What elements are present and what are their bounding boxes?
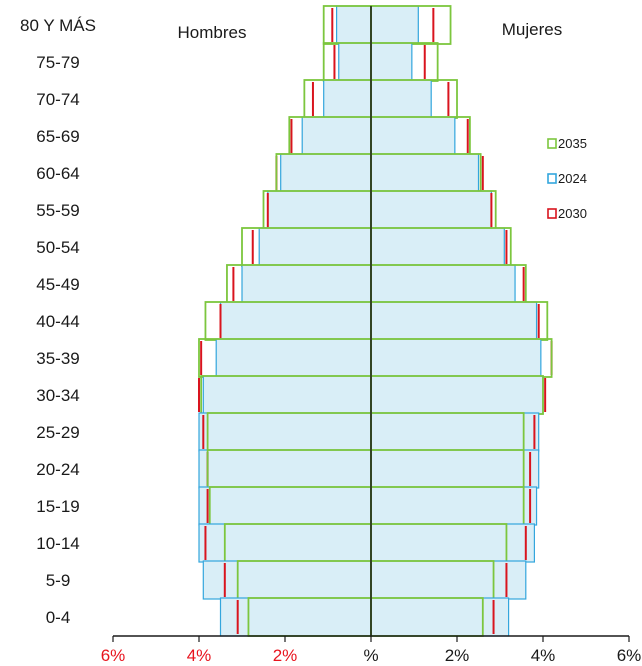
bar-2024-men	[241, 264, 372, 304]
right-side-label: Mujeres	[502, 20, 562, 39]
bar-2024-men	[202, 560, 372, 600]
bar-2024-men	[198, 412, 372, 452]
bar-2024-women	[370, 597, 510, 637]
category-label: 30-34	[36, 386, 79, 405]
bar-2024-men	[198, 449, 372, 489]
bar-2024-women	[370, 301, 538, 341]
legend-swatch	[547, 138, 557, 149]
x-tick-label: 2%	[445, 646, 470, 665]
bar-2024-men	[336, 5, 372, 45]
bar-2024-men	[323, 79, 372, 119]
bar-2024-men	[202, 375, 372, 415]
x-tick-label: 6%	[617, 646, 642, 665]
left-side-label: Hombres	[178, 23, 247, 42]
bar-2024-women	[370, 486, 538, 526]
category-label: 40-44	[36, 312, 79, 331]
category-label: 70-74	[36, 90, 79, 109]
category-label: 35-39	[36, 349, 79, 368]
bar-2024-women	[370, 5, 419, 45]
category-label: 25-29	[36, 423, 79, 442]
bar-2024-women	[370, 227, 505, 267]
legend-swatch	[547, 208, 557, 219]
legend-label: 2024	[558, 171, 587, 186]
bar-2024-men	[267, 190, 372, 230]
bar-2024-women	[370, 523, 535, 563]
bar-2024-men	[215, 338, 372, 378]
legend: 2035 2024 2030	[547, 136, 587, 221]
category-label: 60-64	[36, 164, 79, 183]
bar-2024-women	[370, 190, 493, 230]
bar-2024-men	[219, 597, 372, 637]
category-label: 50-54	[36, 238, 79, 257]
axis-layer: 6% 4% 2%% 2% 4% 6%	[101, 6, 642, 665]
bar-2024-women	[370, 560, 527, 600]
bar-2024-men	[338, 42, 372, 82]
bar-2024-men	[301, 116, 372, 156]
category-label: 20-24	[36, 460, 79, 479]
category-label: 15-19	[36, 497, 79, 516]
bar-2024-women	[370, 42, 413, 82]
bar-2024-women	[370, 264, 516, 304]
legend-label: 2030	[558, 206, 587, 221]
bar-2024-women	[370, 412, 540, 452]
x-tick-label: 2%	[273, 646, 298, 665]
x-tick-label: %	[363, 646, 378, 665]
category-label: 80 Y MÁS	[20, 16, 96, 35]
category-label: 5-9	[46, 571, 71, 590]
bar-2024-women	[370, 338, 542, 378]
bar-2024-women	[370, 153, 480, 193]
bar-2024-women	[370, 79, 432, 119]
x-tick-label: 4%	[531, 646, 556, 665]
category-label: 65-69	[36, 127, 79, 146]
bar-2024-women	[370, 375, 544, 415]
bar-2024-women	[370, 449, 540, 489]
x-tick-label: 6%	[101, 646, 126, 665]
category-label: 0-4	[46, 608, 71, 627]
category-label: 10-14	[36, 534, 79, 553]
bar-2024-men	[280, 153, 372, 193]
bar-2024-women	[370, 116, 456, 156]
category-label: 55-59	[36, 201, 79, 220]
bar-2024-men	[198, 486, 372, 526]
labels-layer: 80 Y MÁS 75-79 70-74 65-69 60-64 55-59 50-54 45…	[20, 16, 96, 627]
bar-2024-men	[219, 301, 372, 341]
category-label: 45-49	[36, 275, 79, 294]
legend-label: 2035	[558, 136, 587, 151]
bars-layer	[198, 5, 553, 637]
bar-2024-men	[258, 227, 372, 267]
category-label: 75-79	[36, 53, 79, 72]
legend-swatch	[547, 173, 557, 184]
x-tick-label: 4%	[187, 646, 212, 665]
